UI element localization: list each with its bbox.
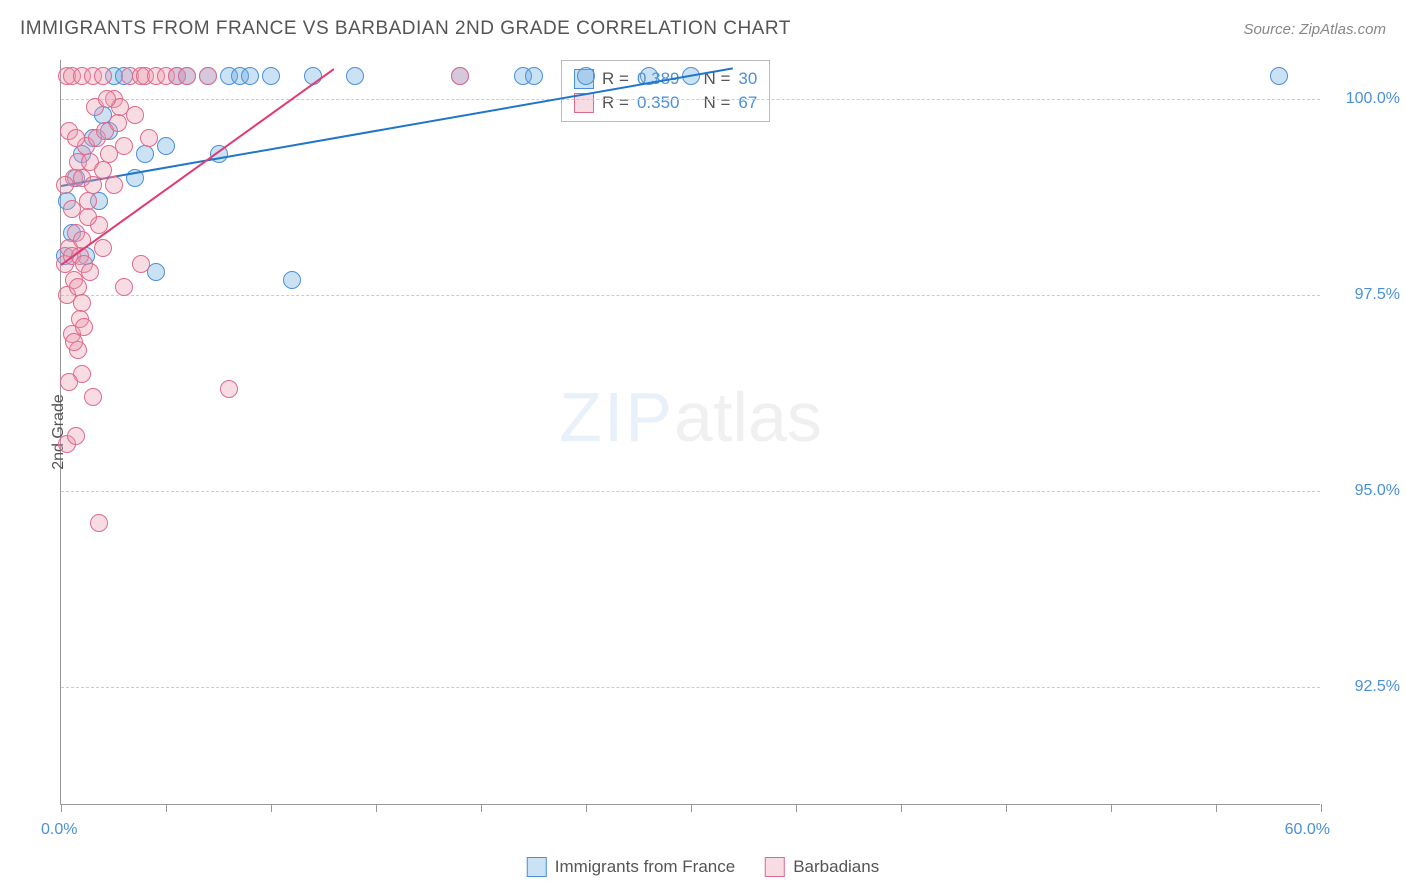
gridline: [61, 295, 1320, 296]
data-point: [140, 129, 158, 147]
data-point: [84, 388, 102, 406]
data-point: [132, 255, 150, 273]
x-tick: [376, 804, 377, 812]
data-point: [109, 114, 127, 132]
x-tick: [481, 804, 482, 812]
data-point: [60, 373, 78, 391]
gridline: [61, 99, 1320, 100]
x-tick: [61, 804, 62, 812]
data-point: [56, 176, 74, 194]
gridline: [61, 491, 1320, 492]
bottom-legend: Immigrants from France Barbadians: [527, 857, 879, 877]
data-point: [73, 231, 91, 249]
data-point: [451, 67, 469, 85]
legend-swatch: [765, 857, 785, 877]
data-point: [136, 145, 154, 163]
r-label: R =: [602, 93, 629, 113]
trend-line: [61, 68, 733, 188]
n-value: 67: [738, 93, 757, 113]
data-point: [79, 208, 97, 226]
data-point: [90, 514, 108, 532]
x-tick: [901, 804, 902, 812]
data-point: [283, 271, 301, 289]
watermark: ZIPatlas: [559, 377, 822, 457]
legend-item: Immigrants from France: [527, 857, 735, 877]
x-tick: [271, 804, 272, 812]
data-point: [63, 200, 81, 218]
x-tick: [586, 804, 587, 812]
y-tick-label: 95.0%: [1330, 482, 1400, 500]
data-point: [525, 67, 543, 85]
x-tick: [691, 804, 692, 812]
data-point: [67, 427, 85, 445]
n-label: N =: [703, 93, 730, 113]
source-attribution: Source: ZipAtlas.com: [1243, 21, 1386, 38]
data-point: [115, 137, 133, 155]
y-tick-label: 92.5%: [1330, 678, 1400, 696]
watermark-atlas: atlas: [674, 378, 822, 456]
data-point: [199, 67, 217, 85]
data-point: [220, 380, 238, 398]
data-point: [94, 239, 112, 257]
data-point: [115, 278, 133, 296]
x-tick: [1111, 804, 1112, 812]
data-point: [105, 176, 123, 194]
legend-label: Barbadians: [793, 857, 879, 877]
y-tick-label: 100.0%: [1330, 90, 1400, 108]
plot-area: 2nd Grade ZIPatlas 0.0% 60.0% R =0.389N …: [60, 60, 1320, 805]
data-point: [81, 263, 99, 281]
data-point: [262, 67, 280, 85]
stat-row: R = 0.350 N = 67: [574, 91, 757, 115]
data-point: [1270, 67, 1288, 85]
n-value: 30: [738, 69, 757, 89]
r-value: 0.350: [637, 93, 680, 113]
gridline: [61, 687, 1320, 688]
y-axis-title: 2nd Grade: [50, 394, 68, 470]
watermark-zip: ZIP: [559, 378, 674, 456]
data-point: [241, 67, 259, 85]
chart-title: IMMIGRANTS FROM FRANCE VS BARBADIAN 2ND …: [20, 18, 791, 40]
data-point: [67, 129, 85, 147]
chart-header: IMMIGRANTS FROM FRANCE VS BARBADIAN 2ND …: [20, 18, 1386, 40]
data-point: [65, 333, 83, 351]
data-point: [84, 176, 102, 194]
x-max-label: 60.0%: [1285, 821, 1330, 839]
y-tick-label: 97.5%: [1330, 286, 1400, 304]
data-point: [178, 67, 196, 85]
data-point: [346, 67, 364, 85]
data-point: [577, 67, 595, 85]
x-tick: [1321, 804, 1322, 812]
legend-label: Immigrants from France: [555, 857, 735, 877]
x-tick: [1006, 804, 1007, 812]
legend-item: Barbadians: [765, 857, 879, 877]
x-tick: [796, 804, 797, 812]
data-point: [157, 137, 175, 155]
data-point: [75, 318, 93, 336]
x-tick: [166, 804, 167, 812]
x-min-label: 0.0%: [41, 821, 77, 839]
data-point: [98, 90, 116, 108]
data-point: [94, 67, 112, 85]
legend-swatch: [527, 857, 547, 877]
x-tick: [1216, 804, 1217, 812]
